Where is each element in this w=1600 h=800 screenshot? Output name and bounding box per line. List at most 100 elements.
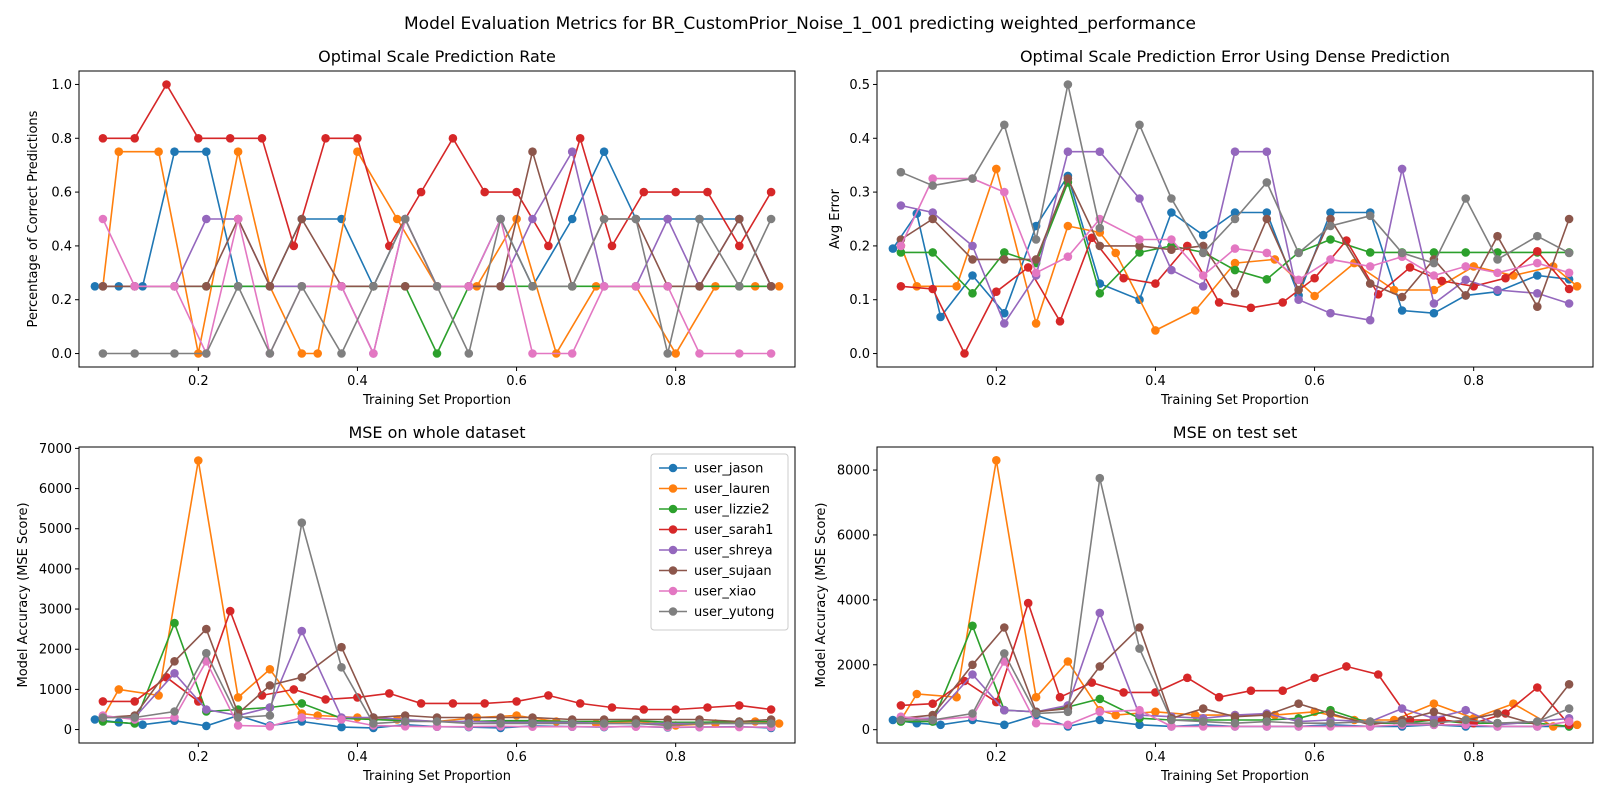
- data-point: [1533, 258, 1542, 268]
- data-point: [1262, 275, 1272, 284]
- data-point: [353, 134, 362, 143]
- x-tick-label: 0.8: [1463, 750, 1484, 765]
- data-point: [528, 282, 537, 291]
- data-point: [1262, 178, 1272, 187]
- data-point: [695, 282, 704, 291]
- data-point: [896, 715, 906, 725]
- x-tick-label: 0.2: [986, 374, 1007, 389]
- data-point: [170, 657, 179, 666]
- data-point: [1278, 686, 1287, 695]
- data-point: [968, 241, 977, 251]
- data-point: [98, 697, 108, 706]
- data-point: [130, 134, 139, 143]
- data-point: [416, 187, 426, 197]
- data-point: [321, 695, 330, 704]
- data-point: [928, 208, 937, 217]
- data-point: [448, 699, 458, 708]
- data-point: [567, 282, 577, 291]
- data-point: [671, 705, 680, 714]
- data-point: [170, 349, 179, 358]
- data-point: [202, 147, 211, 156]
- data-point: [575, 699, 585, 708]
- y-tick-label: 8000: [837, 464, 870, 479]
- data-point: [928, 214, 937, 224]
- series-user_yutong: [896, 473, 1574, 728]
- data-point: [896, 282, 906, 291]
- data-point: [1095, 223, 1105, 233]
- data-point: [1031, 319, 1041, 328]
- legend-entry: user_lizzie2: [659, 503, 770, 518]
- series-line: [102, 149, 780, 356]
- data-point: [968, 709, 977, 718]
- data-point: [265, 349, 275, 358]
- data-point: [1533, 302, 1542, 312]
- data-point: [1461, 262, 1470, 271]
- x-tick-label: 0.4: [347, 374, 368, 389]
- data-point: [766, 282, 776, 291]
- data-point: [1135, 720, 1144, 730]
- data-point: [265, 703, 275, 712]
- y-tick-label: 5000: [39, 522, 72, 537]
- data-point: [1365, 262, 1375, 271]
- data-point: [114, 685, 124, 694]
- data-point: [1461, 705, 1470, 715]
- data-point: [1493, 718, 1502, 728]
- data-point: [1095, 608, 1105, 618]
- data-point: [1167, 715, 1176, 725]
- data-point: [313, 349, 323, 358]
- data-point: [337, 642, 346, 652]
- data-point: [1461, 275, 1470, 285]
- data-point: [1564, 299, 1574, 308]
- data-point: [1183, 673, 1192, 683]
- data-point: [567, 214, 577, 224]
- data-point: [1262, 710, 1272, 720]
- x-tick-label: 0.6: [1304, 374, 1325, 389]
- data-point: [1095, 147, 1105, 156]
- data-point: [1572, 720, 1582, 730]
- chart-panel-3: MSE on whole dataset 0.2 0.4 0.6 0.8 0 1000 200…: [16, 423, 796, 784]
- data-point: [170, 147, 179, 156]
- data-point: [496, 719, 505, 728]
- legend-label: user_lizzie2: [694, 503, 770, 518]
- data-point: [1198, 230, 1208, 240]
- data-point: [1564, 717, 1574, 726]
- data-point: [896, 248, 906, 257]
- data-point: [1000, 308, 1009, 318]
- y-tick-label: 2000: [837, 658, 870, 673]
- data-point: [1501, 273, 1510, 283]
- x-axis-label: Training Set Proportion: [1160, 769, 1309, 784]
- data-point: [233, 214, 243, 224]
- data-point: [480, 699, 490, 708]
- data-point: [480, 187, 490, 197]
- series-user_yutong: [98, 518, 776, 730]
- x-tick-label: 0.6: [506, 374, 527, 389]
- legend-marker: [668, 607, 678, 616]
- data-point: [735, 214, 744, 224]
- data-point: [265, 681, 275, 690]
- data-point: [1135, 705, 1144, 715]
- data-point: [1493, 255, 1502, 264]
- data-point: [1246, 303, 1256, 313]
- data-point: [607, 241, 617, 251]
- data-point: [233, 147, 243, 156]
- data-point: [1365, 248, 1375, 257]
- data-point: [154, 147, 163, 156]
- x-tick-label: 0.4: [1145, 750, 1166, 765]
- chart-title: MSE on whole dataset: [348, 423, 525, 442]
- data-point: [1564, 248, 1574, 258]
- data-point: [912, 689, 922, 699]
- data-point: [575, 134, 585, 143]
- data-point: [1437, 276, 1447, 286]
- data-point: [162, 80, 171, 89]
- data-point: [225, 606, 235, 616]
- plot-frame: [78, 70, 796, 368]
- data-point: [766, 349, 776, 358]
- data-point: [896, 167, 906, 177]
- series-user_lizzie2: [896, 178, 1574, 298]
- data-point: [496, 214, 505, 224]
- data-point: [1063, 174, 1073, 183]
- data-point: [928, 174, 937, 183]
- plot-area: [888, 80, 1582, 358]
- data-point: [257, 134, 267, 143]
